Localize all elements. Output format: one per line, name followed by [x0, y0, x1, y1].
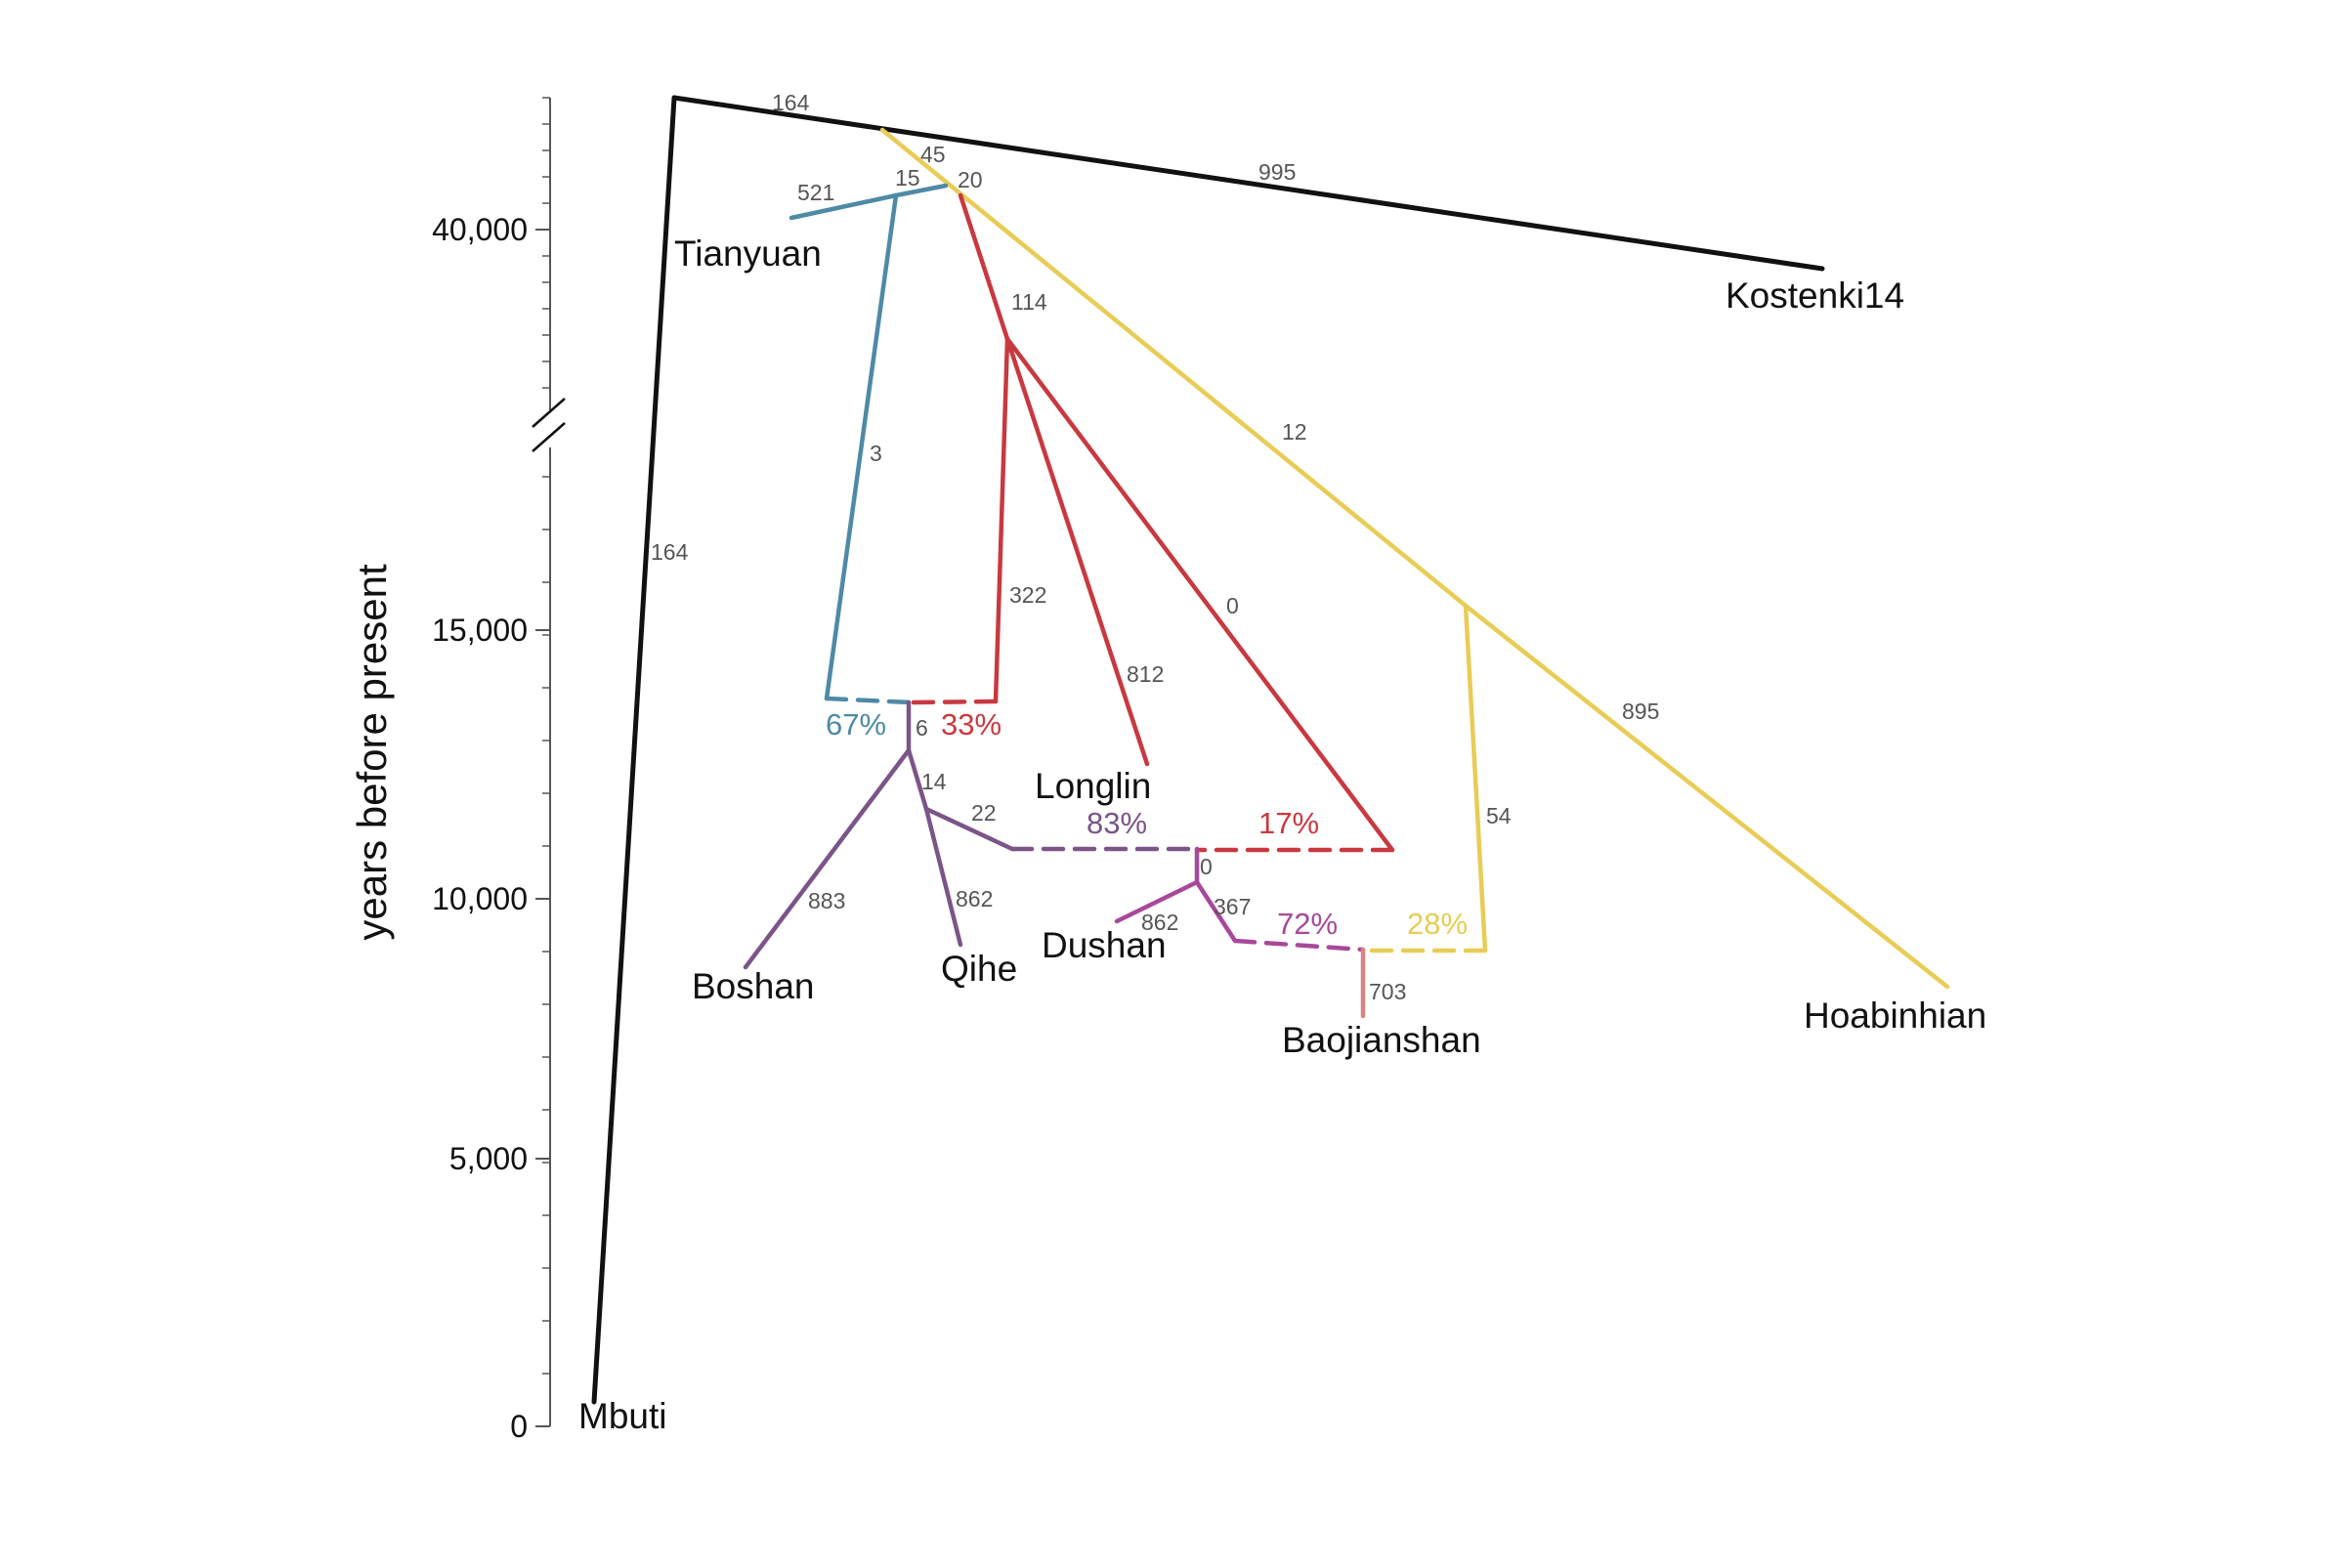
drift-tianyuan-node: 15	[895, 165, 920, 191]
admix-red2-pct: 17%	[1258, 806, 1319, 840]
drift-yellow-54: 54	[1486, 803, 1512, 828]
branch-longlin	[1004, 336, 1150, 767]
label-mbuti: Mbuti	[578, 1396, 666, 1436]
branch-red-zero	[1004, 336, 1395, 853]
branch-hoabinhian	[1463, 603, 1950, 990]
branch-blue-top	[893, 183, 949, 198]
tick-label-0: 0	[510, 1409, 528, 1444]
admix-magenta-edge	[1232, 938, 1366, 953]
drift-root-top: 164	[772, 90, 810, 115]
drift-tianyuan-term: 521	[797, 180, 834, 205]
branch-dushan	[1114, 879, 1200, 924]
admix-red-edge	[908, 699, 999, 705]
drift-purple-14: 14	[921, 769, 947, 794]
admix-blue-edge	[824, 696, 914, 705]
branch-yellow-54	[1463, 603, 1488, 954]
tick-label-15000: 15,000	[432, 613, 528, 648]
drift-boshan: 883	[808, 888, 845, 913]
drift-blue-down: 3	[870, 441, 882, 466]
branch-tianyuan	[789, 192, 899, 221]
drift-red-zero: 0	[1226, 593, 1239, 618]
branch-purple-14	[906, 747, 929, 812]
branch-blue-down	[824, 192, 899, 701]
label-qihe: Qihe	[941, 949, 1017, 989]
drift-magenta-367: 367	[1214, 894, 1251, 919]
label-longlin: Longlin	[1035, 766, 1151, 806]
admix-purple-pct: 83%	[1087, 806, 1147, 840]
drift-yellow-top: 45	[920, 142, 946, 167]
admix-blue-pct: 67%	[826, 707, 886, 742]
drift-red-114: 114	[1011, 289, 1047, 315]
drift-purple-22: 22	[971, 800, 997, 826]
y-axis-minor-ticks	[542, 97, 550, 1427]
admix-yellow-pct: 28%	[1407, 907, 1468, 941]
branch-qihe	[923, 806, 963, 948]
branch-boshan	[743, 747, 912, 970]
branch-yellow-main	[879, 127, 1469, 609]
branch-red-322	[993, 336, 1010, 704]
tick-label-10000: 10,000	[432, 881, 528, 916]
drift-kostenki: 995	[1258, 159, 1296, 185]
branch-red-114	[958, 192, 1010, 342]
drift-longlin: 812	[1127, 661, 1164, 687]
branch-magenta-367	[1194, 879, 1238, 944]
branch-purple-22	[923, 806, 1015, 852]
axis-break-mark	[532, 398, 566, 428]
tick-label-40000: 40,000	[432, 212, 528, 247]
drift-red-node: 20	[958, 167, 983, 192]
drift-hoabinhian: 895	[1622, 699, 1659, 724]
drift-dushan: 862	[1141, 910, 1178, 935]
drift-root-mbuti: 164	[651, 539, 689, 565]
admix-magenta-pct: 72%	[1277, 907, 1338, 941]
y-axis-title: years before present	[349, 564, 395, 941]
drift-purple-6: 6	[916, 715, 928, 741]
admix-red-pct: 33%	[941, 707, 1002, 742]
label-hoabinhian: Hoabinhian	[1804, 996, 1986, 1036]
branch-mbuti	[591, 95, 677, 1405]
label-dushan: Dushan	[1042, 925, 1167, 965]
drift-yellow-12: 12	[1282, 419, 1307, 445]
axis-break-mark	[532, 422, 566, 452]
y-axis: 40,000 15,000 10,000 5,000 0 years befor…	[349, 97, 566, 1444]
label-baojianshan: Baojianshan	[1282, 1020, 1481, 1060]
label-boshan: Boshan	[692, 966, 815, 1006]
branch-kostenki	[671, 95, 1825, 272]
drift-red-322: 322	[1009, 582, 1046, 608]
drift-qihe: 862	[956, 886, 993, 911]
label-kostenki: Kostenki14	[1726, 275, 1904, 316]
drift-baojianshan: 703	[1369, 979, 1406, 1004]
drift-dushan-node: 0	[1200, 854, 1213, 879]
tick-label-5000: 5,000	[449, 1141, 528, 1176]
label-tianyuan: Tianyuan	[674, 233, 822, 274]
